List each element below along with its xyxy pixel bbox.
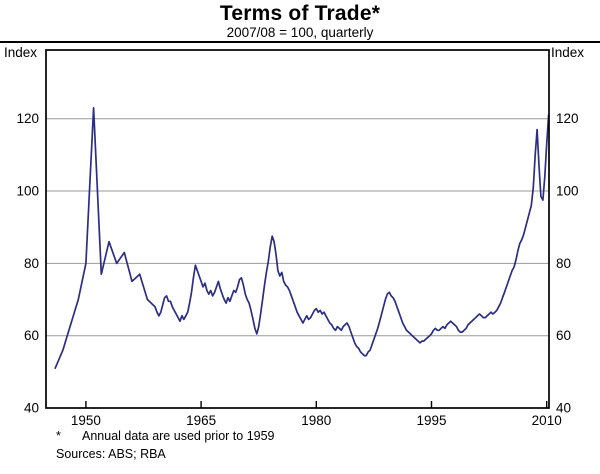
footnote-text: Annual data are used prior to 1959 [82,429,275,443]
terms-of-trade-line [54,107,550,370]
sources: Sources: ABS; RBA [56,447,166,461]
footnote-marker: * [56,429,61,443]
y-tick-label-left-120: 120 [16,111,39,126]
x-tick-label-1995: 1995 [416,413,446,428]
x-tick-label-1950: 1950 [71,413,101,428]
x-tick-label-2010: 2010 [532,413,562,428]
chart-header: Terms of Trade* 2007/08 = 100, quarterly [0,0,600,43]
chart-title: Terms of Trade* [219,2,381,25]
y-tick-label-right-40: 40 [556,401,571,416]
x-tick-label-1965: 1965 [186,413,216,428]
y-tick-label-right-120: 120 [556,111,579,126]
x-tick-label-1980: 1980 [301,413,331,428]
y-tick-label-right-80: 80 [556,256,571,271]
y-tick-label-left-100: 100 [16,184,39,199]
y-tick-label-right-100: 100 [556,184,579,199]
y-axis-unit-left: Index [4,45,37,60]
chart-plot-area: Index Index 40 40 60 60 80 80 100 100 120 120 1950… [4,45,584,428]
chart-footer: * Annual data are used prior to 1959 Sour… [0,428,600,462]
plot-frame [45,49,550,409]
y-tick-label-left-80: 80 [24,256,39,271]
footnote: * Annual data are used prior to 1959 [0,428,600,444]
y-tick-label-right-60: 60 [556,328,571,343]
y-tick-label-left-40: 40 [24,401,39,416]
y-axis-unit-right: Index [551,45,584,60]
y-tick-label-left-60: 60 [24,328,39,343]
chart-subtitle: 2007/08 = 100, quarterly [226,25,374,40]
